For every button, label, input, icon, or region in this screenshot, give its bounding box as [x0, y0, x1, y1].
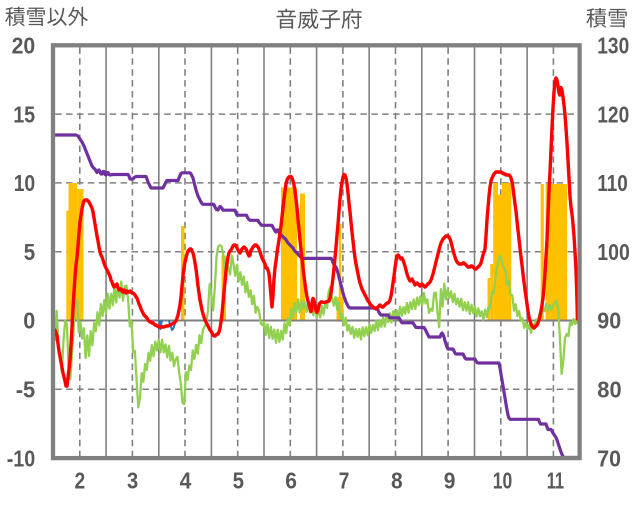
svg-text:110: 110	[597, 170, 628, 196]
svg-text:-5: -5	[16, 377, 36, 403]
svg-text:9: 9	[444, 468, 456, 494]
svg-text:90: 90	[597, 308, 621, 334]
svg-text:120: 120	[597, 101, 629, 127]
svg-text:100: 100	[597, 239, 630, 265]
svg-text:6: 6	[285, 468, 297, 494]
svg-text:5: 5	[24, 239, 36, 265]
svg-text:10: 10	[493, 468, 513, 494]
svg-text:5: 5	[233, 468, 245, 494]
svg-text:2: 2	[75, 468, 86, 494]
svg-text:11: 11	[547, 468, 565, 494]
svg-text:80: 80	[597, 377, 621, 403]
svg-text:7: 7	[339, 468, 350, 494]
svg-text:70: 70	[597, 445, 621, 471]
svg-text:4: 4	[180, 468, 192, 494]
svg-text:20: 20	[12, 33, 36, 59]
svg-text:0: 0	[23, 308, 35, 334]
svg-text:10: 10	[14, 170, 36, 196]
svg-text:15: 15	[13, 101, 35, 127]
svg-text:130: 130	[597, 33, 629, 59]
svg-text:8: 8	[391, 468, 403, 494]
svg-text:3: 3	[127, 468, 138, 494]
svg-text:-10: -10	[7, 445, 36, 471]
